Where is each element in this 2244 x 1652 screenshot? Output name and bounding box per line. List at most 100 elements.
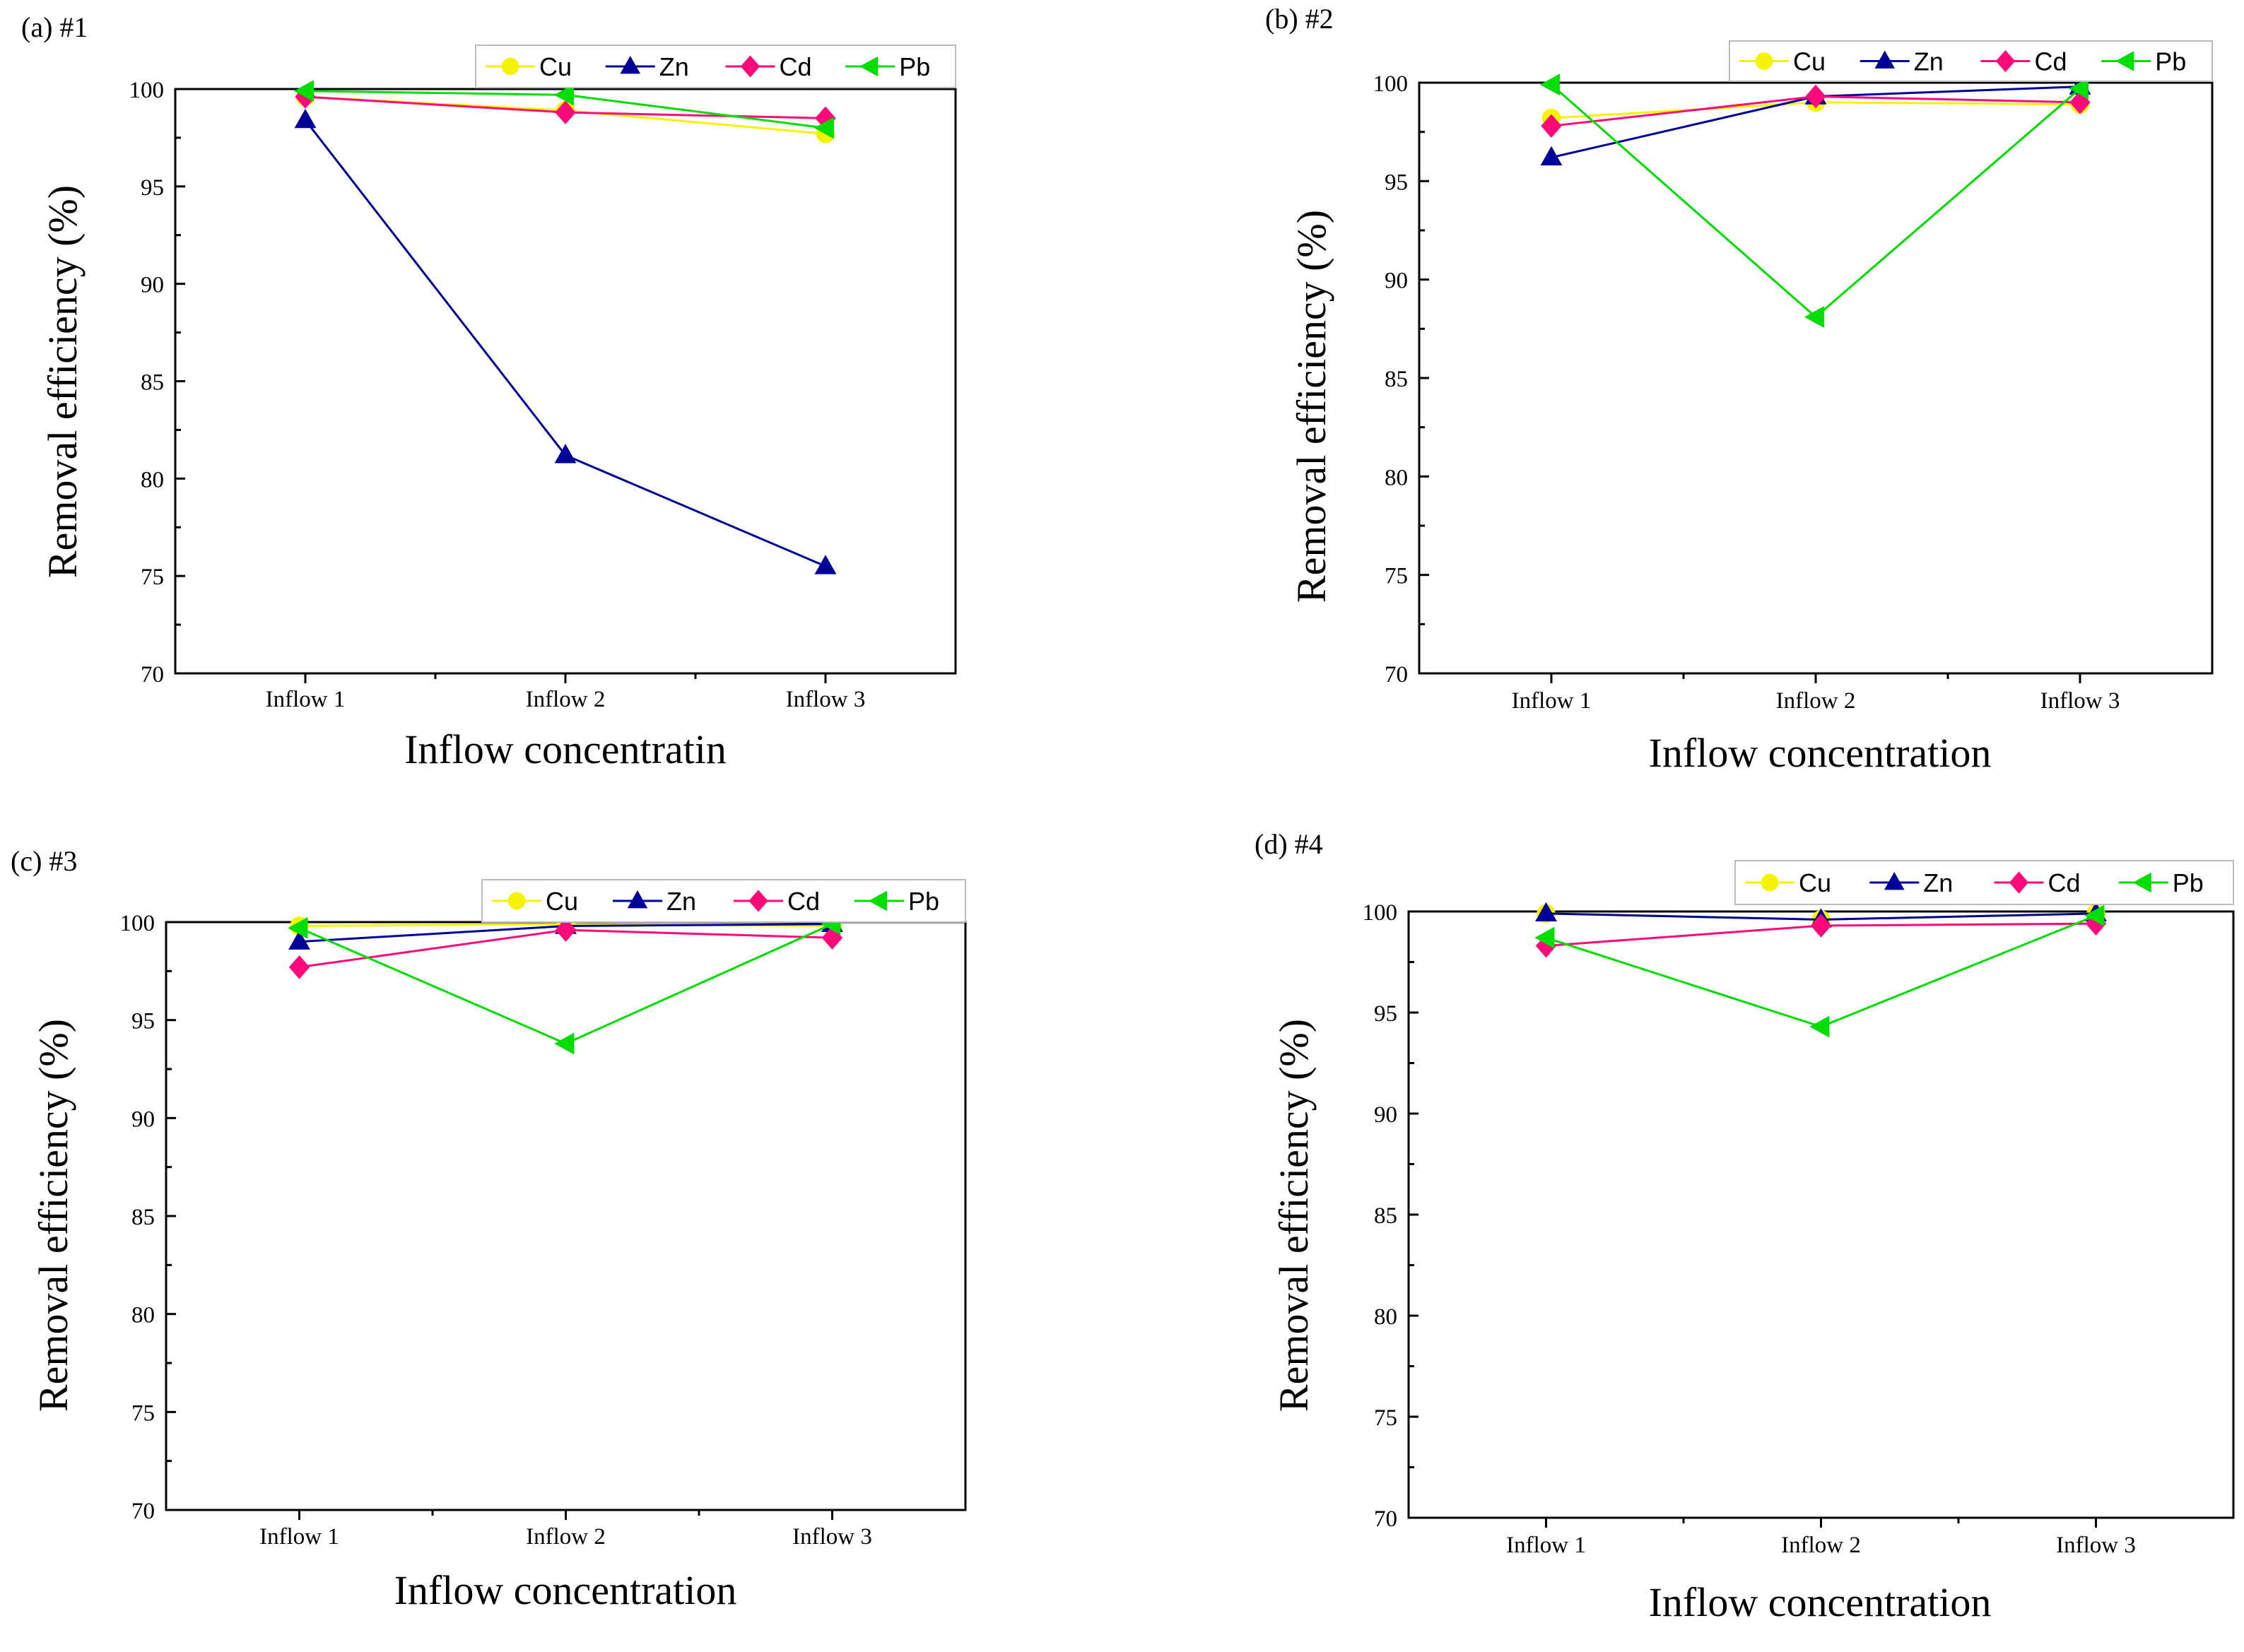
series-line-zn [304, 119, 826, 567]
data-point-pb [1539, 73, 1560, 96]
y-tick-label: 80 [1385, 465, 1408, 490]
series-line-pb [1551, 83, 2081, 319]
y-tick-label: 85 [141, 370, 164, 396]
legend-label: Cu [1793, 47, 1826, 76]
legend-marker-zn [1884, 872, 1905, 890]
legend-marker-cd [748, 890, 768, 912]
y-axis-title: Removal efficiency (%) [40, 185, 86, 578]
legend-marker-cd [1995, 49, 2016, 73]
y-tick-label: 95 [1385, 170, 1408, 195]
legend-label: Cu [1799, 868, 1831, 897]
y-tick-label: 70 [1385, 662, 1408, 688]
data-point-zn [814, 555, 837, 574]
legend-label: Zn [666, 887, 696, 916]
data-point-pb [813, 117, 834, 139]
plot-frame [1418, 81, 2214, 675]
legend-marker-pb [859, 56, 879, 77]
legend-label: Zn [1923, 868, 1953, 897]
y-tick-label: 70 [1374, 1506, 1397, 1532]
data-point-pb [2084, 904, 2105, 927]
panel-label: (a) #1 [21, 11, 88, 43]
data-point-pb [553, 83, 574, 106]
y-tick-label: 70 [141, 662, 164, 688]
data-point-pb [1534, 926, 1555, 949]
y-tick-label: 95 [141, 175, 164, 201]
legend-marker-cd [740, 55, 760, 78]
y-tick-label: 70 [131, 1499, 155, 1524]
data-point-pb [1809, 1015, 1830, 1038]
legend-label: Cd [2048, 868, 2081, 897]
data-point-zn [288, 930, 310, 950]
x-tick-label: Inflow 3 [786, 687, 866, 712]
data-point-cd [1535, 933, 1557, 958]
chart-panel-2: (b) #2 70 75 80 85 90 95 100 Inflow 1 Inflow 2 Inf… [1265, 3, 2214, 776]
y-tick-label: 90 [131, 1107, 155, 1132]
legend-label: Cu [546, 887, 578, 916]
legend-marker-cu [1755, 52, 1773, 70]
y-tick-label: 80 [141, 467, 164, 492]
legend-marker-pb [2132, 872, 2151, 893]
series-line-pb [298, 923, 833, 1045]
data-point-cd [1541, 114, 1562, 138]
plot-frame [165, 921, 967, 1511]
y-tick-label: 95 [131, 1009, 155, 1034]
data-point-pb [2068, 77, 2089, 100]
plot-frame [174, 88, 957, 675]
legend-label: Cd [787, 887, 820, 916]
y-axis-title: Removal efficiency (%) [1271, 1019, 1317, 1412]
legend: Cu Zn Cd Pb [1734, 860, 2234, 905]
legend-marker-cu [1761, 873, 1779, 892]
x-tick-label: Inflow 1 [266, 687, 346, 712]
legend: Cu Zn Cd Pb [481, 879, 966, 923]
plot-frame [1407, 910, 2235, 1519]
legend-label: Pb [899, 52, 930, 81]
y-tick-label: 85 [1374, 1203, 1397, 1229]
legend-label: Cd [780, 52, 812, 81]
legend-marker-cu [507, 892, 526, 910]
data-point-pb [1804, 306, 1824, 329]
x-tick-label: Inflow 2 [1781, 1533, 1861, 1558]
data-point-cd [1805, 84, 1826, 109]
x-axis-title: Inflow concentration [1649, 1579, 1992, 1625]
legend-label: Pb [2173, 868, 2204, 897]
y-tick-label: 90 [1385, 269, 1408, 294]
legend: Cu Zn Cd Pb [475, 45, 956, 88]
x-tick-label: Inflow 2 [526, 1524, 606, 1550]
legend-label: Pb [908, 887, 939, 916]
legend-label: Pb [2155, 47, 2186, 76]
x-tick-label: Inflow 2 [1776, 688, 1856, 714]
legend-label: Cu [539, 52, 572, 81]
y-tick-label: 75 [1374, 1405, 1397, 1431]
y-tick-label: 90 [1374, 1102, 1397, 1128]
y-tick-label: 100 [1373, 71, 1409, 97]
y-tick-label: 85 [1385, 367, 1408, 392]
data-point-cd [288, 955, 310, 979]
x-tick-label: Inflow 3 [792, 1524, 872, 1550]
x-tick-label: Inflow 1 [259, 1524, 339, 1550]
y-tick-label: 100 [129, 78, 165, 103]
data-point-cd [555, 100, 576, 124]
legend-label: Cd [2035, 47, 2067, 76]
legend: Cu Zn Cd Pb [1729, 40, 2213, 82]
data-point-zn [1535, 902, 1557, 922]
x-tick-label: Inflow 3 [2056, 1533, 2136, 1558]
data-point-zn [554, 444, 577, 464]
y-tick-label: 90 [141, 273, 164, 298]
legend-label: Zn [659, 52, 689, 81]
y-axis-title: Removal efficiency (%) [30, 1019, 76, 1412]
x-tick-label: Inflow 3 [2040, 688, 2120, 714]
legend-marker-zn [620, 56, 641, 74]
y-tick-label: 85 [131, 1205, 155, 1230]
data-point-cd [2085, 911, 2107, 936]
x-tick-label: Inflow 1 [1512, 688, 1592, 714]
legend-marker-zn [1874, 50, 1896, 69]
y-tick-label: 75 [131, 1400, 155, 1426]
x-axis-title: Inflow concentration [1649, 730, 1992, 776]
data-point-pb [293, 80, 314, 102]
data-point-cd [555, 918, 577, 942]
panel-label: (c) #3 [11, 845, 77, 877]
chart-panel-4: (d) #4 70 75 80 85 90 95 100 Inflow 1 Inflow 2 Inf… [1255, 828, 2235, 1625]
legend-marker-zn [627, 890, 648, 909]
chart-panel-1: (a) #1 70 75 80 85 90 95 100 Inflow 1 Inflow 2 Inf… [21, 11, 957, 772]
